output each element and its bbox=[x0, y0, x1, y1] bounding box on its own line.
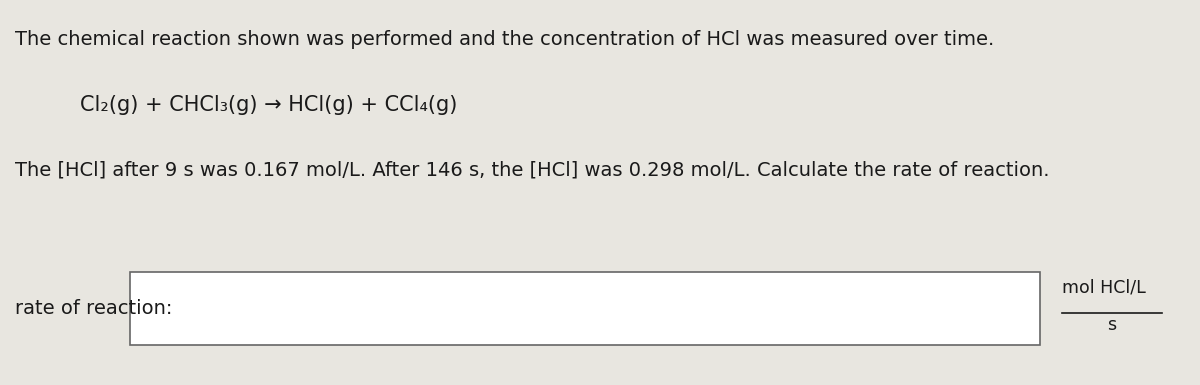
Text: The chemical reaction shown was performed and the concentration of HCl was measu: The chemical reaction shown was performe… bbox=[14, 30, 995, 49]
Text: s: s bbox=[1108, 316, 1116, 335]
Bar bbox=[130, 272, 1040, 345]
Text: mol HCl/L: mol HCl/L bbox=[1062, 279, 1146, 297]
Text: rate of reaction:: rate of reaction: bbox=[14, 299, 173, 318]
Text: The [HCl] after 9 s was 0.167 mol/L. After 146 s, the [HCl] was 0.298 mol/L. Cal: The [HCl] after 9 s was 0.167 mol/L. Aft… bbox=[14, 160, 1050, 179]
Text: Cl₂(g) + CHCl₃(g) → HCl(g) + CCl₄(g): Cl₂(g) + CHCl₃(g) → HCl(g) + CCl₄(g) bbox=[80, 95, 457, 115]
